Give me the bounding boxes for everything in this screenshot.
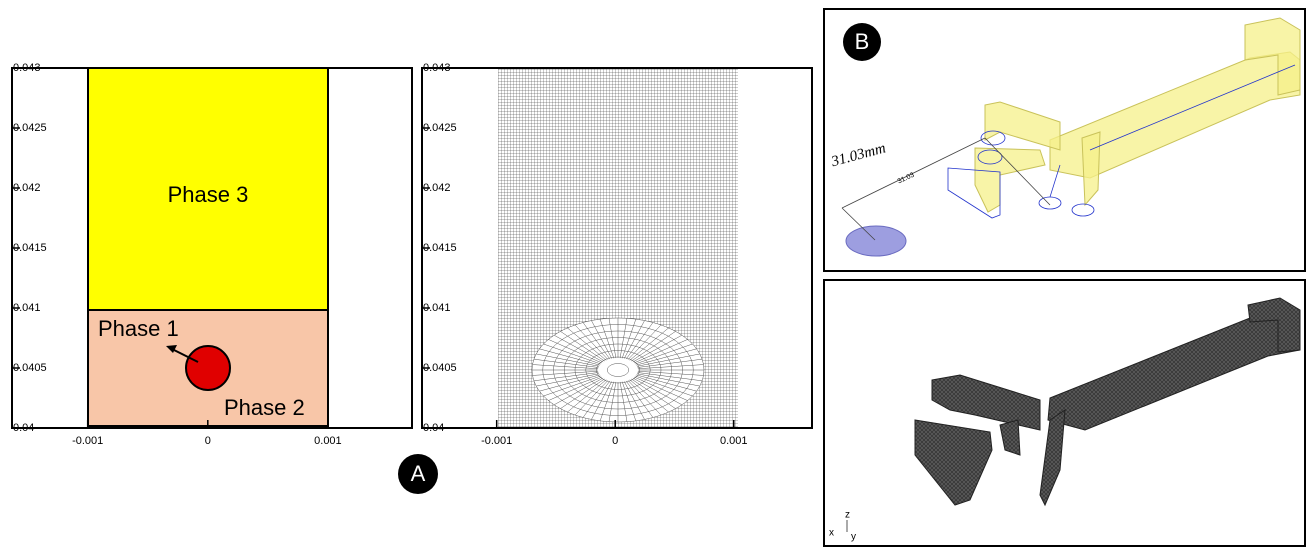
mesh-plot — [498, 68, 738, 428]
triad-label: x — [829, 528, 834, 539]
figure: Phase 3 Phase 1 Phase 2 A B 31.03mm 31.0… — [0, 0, 1306, 547]
y-tick-label: 0.0415 — [13, 242, 47, 254]
x-tick-label: 0 — [612, 435, 618, 447]
x-tick-label: 0.001 — [720, 435, 748, 447]
triad-label: z — [845, 510, 850, 521]
panel-label: A — [411, 461, 426, 486]
region-label: Phase 3 — [168, 182, 249, 207]
region-plot: Phase 3 Phase 1 Phase 2 — [88, 68, 328, 426]
y-tick-label: 0.043 — [423, 62, 451, 74]
y-tick-label: 0.04 — [13, 422, 34, 434]
y-tick-label: 0.0405 — [423, 362, 457, 374]
x-tick-label: -0.001 — [481, 435, 512, 447]
y-tick-label: 0.041 — [13, 302, 41, 314]
x-tick-label: 0 — [205, 435, 211, 447]
y-tick-label: 0.042 — [423, 182, 451, 194]
y-tick-label: 0.043 — [13, 62, 41, 74]
region-label: Phase 1 — [98, 316, 179, 341]
y-tick-label: 0.04 — [423, 422, 444, 434]
x-tick-label: -0.001 — [72, 435, 103, 447]
triad-label: y — [851, 532, 856, 543]
y-tick-label: 0.041 — [423, 302, 451, 314]
phase-1-bubble — [186, 346, 230, 390]
region-label: Phase 2 — [224, 395, 305, 420]
panel-label: B — [855, 29, 870, 54]
y-tick-label: 0.042 — [13, 182, 41, 194]
y-tick-label: 0.0405 — [13, 362, 47, 374]
y-tick-label: 0.0415 — [423, 242, 457, 254]
x-tick-label: 0.001 — [314, 435, 342, 447]
inlet — [846, 226, 906, 256]
y-tick-label: 0.0425 — [13, 122, 47, 134]
y-tick-label: 0.0425 — [423, 122, 457, 134]
